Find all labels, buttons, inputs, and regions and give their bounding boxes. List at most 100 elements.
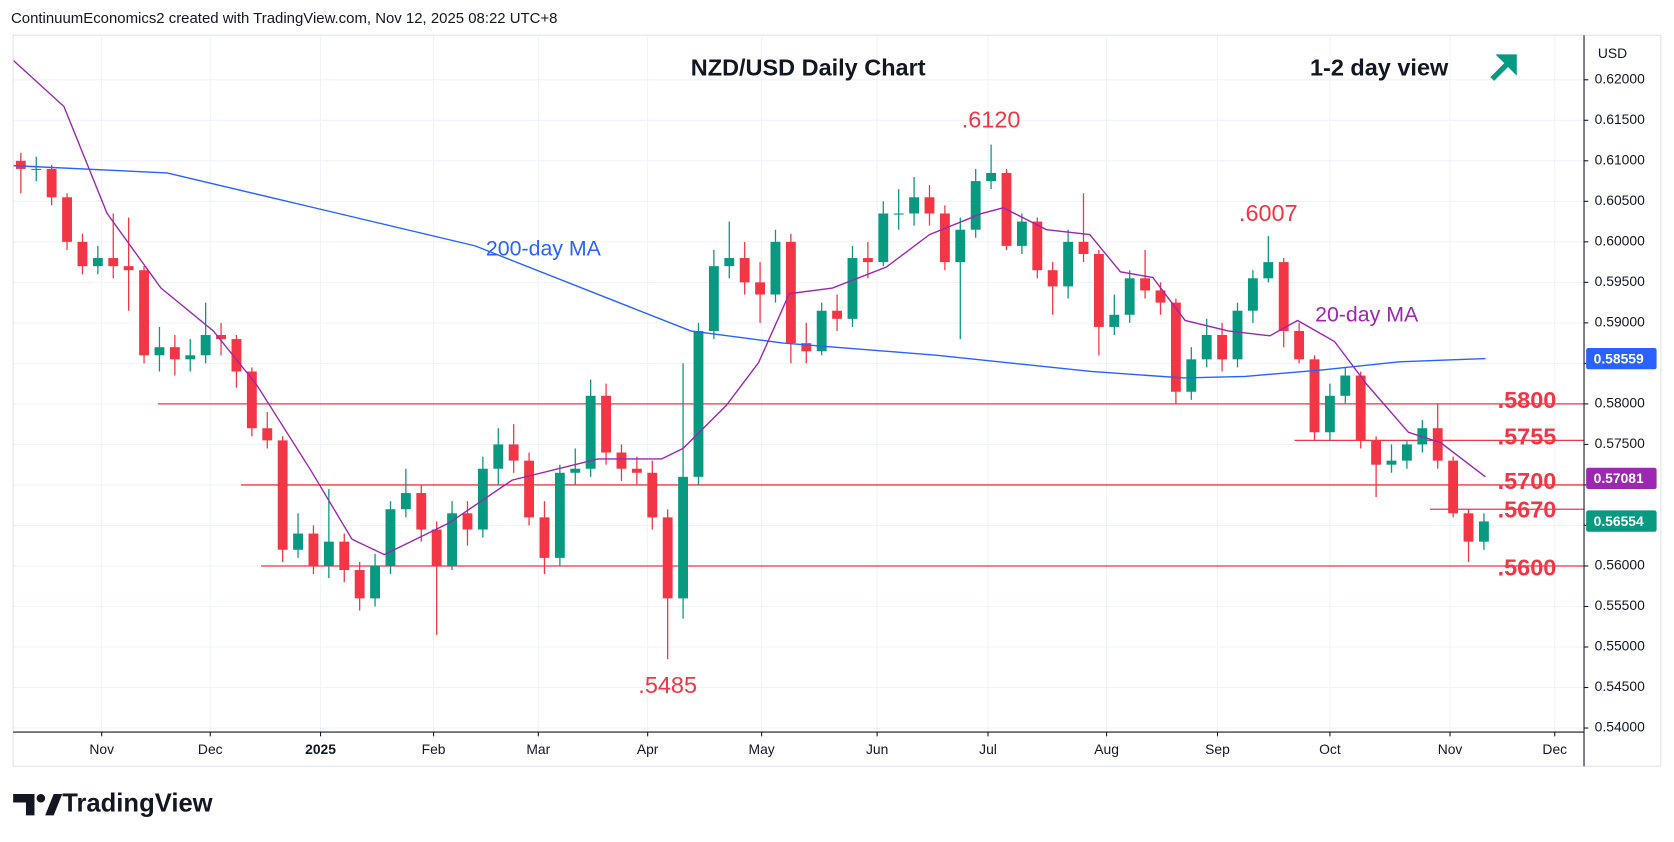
candle-body xyxy=(1448,460,1459,514)
brand-name: TradingView xyxy=(62,789,212,817)
candle-body xyxy=(400,493,411,510)
candle-body xyxy=(339,541,350,571)
candle-body xyxy=(539,517,550,558)
candle-body xyxy=(678,476,689,599)
candle-body xyxy=(801,343,812,352)
candle-body xyxy=(601,395,612,453)
arrow-head xyxy=(1495,54,1517,76)
candle-body xyxy=(77,241,88,267)
candle-body xyxy=(1016,221,1027,246)
candle-body xyxy=(277,440,288,550)
ma-label: 20-day MA xyxy=(1315,303,1419,327)
price-tag-label: 0.57081 xyxy=(1594,470,1644,486)
candle-body xyxy=(878,213,889,263)
level-label: .5755 xyxy=(1498,423,1557,449)
y-tick-label: 0.55500 xyxy=(1595,597,1645,613)
x-tick-label: Feb xyxy=(422,741,446,757)
level-label: .5800 xyxy=(1498,387,1557,413)
candle-body xyxy=(1109,314,1120,327)
price-tag xyxy=(1586,347,1657,370)
y-tick-label: 0.58000 xyxy=(1595,395,1645,411)
x-tick-label: Nov xyxy=(89,741,114,757)
candle-body xyxy=(1093,253,1104,327)
price-tag-label: 0.58559 xyxy=(1594,350,1644,366)
y-tick-label: 0.59500 xyxy=(1595,273,1645,289)
x-tick-label: Mar xyxy=(526,741,550,757)
candle-body xyxy=(524,460,534,518)
candle-body xyxy=(970,181,981,230)
logo-slash xyxy=(45,793,63,816)
candle-body xyxy=(631,468,642,473)
moving-average xyxy=(13,164,1486,379)
x-tick-label: 2025 xyxy=(305,741,336,757)
candle-body xyxy=(1247,278,1258,311)
y-tick-label: 0.61000 xyxy=(1595,151,1645,167)
candle-body xyxy=(92,258,103,267)
candle-body xyxy=(1140,278,1151,291)
candle-body xyxy=(1478,521,1489,542)
candle-body xyxy=(46,168,57,198)
candle-body xyxy=(354,570,365,599)
y-tick-label: 0.56000 xyxy=(1595,557,1645,573)
candle-body xyxy=(570,468,581,473)
candle-body xyxy=(31,168,42,170)
axis-layer: 0.54000 0.54500 0.55000 0.55500 0.56000 0.565… xyxy=(89,70,1657,757)
candle-body xyxy=(1063,241,1074,287)
candle-body xyxy=(385,509,396,566)
candle-body xyxy=(15,160,26,169)
candle-body xyxy=(785,241,796,344)
candle-body xyxy=(909,197,920,214)
level-label: .5600 xyxy=(1498,554,1557,580)
view-label: 1-2 day view xyxy=(1310,55,1449,81)
candle-body xyxy=(1232,310,1243,360)
candle-body xyxy=(1324,395,1335,433)
candle-body xyxy=(1401,444,1412,461)
y-tick-label: 0.61500 xyxy=(1595,111,1645,127)
x-tick-label: Jun xyxy=(866,741,888,757)
candle-body xyxy=(1309,359,1320,433)
y-tick-label: 0.55000 xyxy=(1595,638,1645,654)
header: ContinuumEconomics2 created with Trading… xyxy=(11,10,557,27)
candle-body xyxy=(1463,513,1474,542)
candle-body xyxy=(847,258,858,319)
candle-body xyxy=(1186,359,1197,392)
price-annotation: .5485 xyxy=(638,672,697,698)
candle-body xyxy=(462,513,473,530)
x-tick-label: Jul xyxy=(979,741,997,757)
candle-body xyxy=(739,258,750,283)
candle-body xyxy=(1355,375,1366,441)
candle-body xyxy=(493,444,504,469)
candle-body xyxy=(1201,335,1212,360)
candle-body xyxy=(246,371,257,429)
candle-body xyxy=(585,395,596,469)
candle-body xyxy=(816,310,827,352)
candle-body xyxy=(554,472,565,558)
candle-body xyxy=(1032,221,1043,271)
candle-body xyxy=(308,533,319,566)
y-tick-label: 0.60500 xyxy=(1595,192,1645,208)
candle-body xyxy=(1432,428,1443,461)
x-tick-label: May xyxy=(749,741,775,757)
candle-body xyxy=(1371,440,1382,465)
y-tick-label: 0.54500 xyxy=(1595,678,1645,694)
candle-body xyxy=(216,335,226,340)
candle-body xyxy=(1170,302,1181,392)
candle-body xyxy=(447,513,457,566)
candle-body xyxy=(1047,270,1058,287)
y-tick-label: 0.59000 xyxy=(1595,314,1645,330)
y-tick-label: 0.54000 xyxy=(1595,719,1645,735)
candle-body xyxy=(1078,241,1089,254)
candle-body xyxy=(323,541,334,566)
candle-body xyxy=(770,241,781,295)
candle-body xyxy=(616,452,627,469)
candle-body xyxy=(1217,335,1228,360)
candle-body xyxy=(200,335,211,356)
ma-label: 200-day MA xyxy=(486,236,602,260)
candle-body xyxy=(1278,262,1289,331)
candle-body xyxy=(893,213,904,215)
candle-body xyxy=(1155,290,1166,303)
chart-title: NZD/USD Daily Chart xyxy=(691,55,926,81)
x-tick-label: Sep xyxy=(1205,741,1230,757)
frame xyxy=(12,34,1662,767)
